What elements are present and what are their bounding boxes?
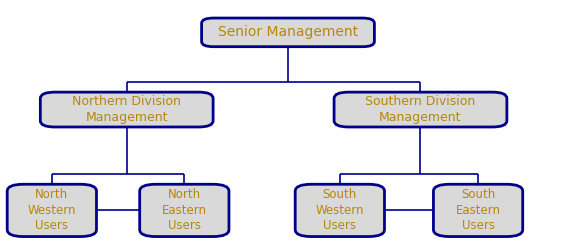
FancyBboxPatch shape bbox=[295, 184, 385, 237]
FancyBboxPatch shape bbox=[334, 92, 507, 127]
Text: South
Eastern
Users: South Eastern Users bbox=[456, 188, 501, 232]
Text: North
Eastern
Users: North Eastern Users bbox=[162, 188, 207, 232]
FancyBboxPatch shape bbox=[139, 184, 229, 237]
FancyBboxPatch shape bbox=[40, 92, 213, 127]
Text: North
Western
Users: North Western Users bbox=[28, 188, 76, 232]
Text: Senior Management: Senior Management bbox=[218, 25, 358, 39]
FancyBboxPatch shape bbox=[202, 18, 374, 47]
Text: South
Western
Users: South Western Users bbox=[316, 188, 364, 232]
Text: Northern Division
Management: Northern Division Management bbox=[72, 95, 181, 124]
FancyBboxPatch shape bbox=[7, 184, 96, 237]
Text: Southern Division
Management: Southern Division Management bbox=[365, 95, 476, 124]
FancyBboxPatch shape bbox=[433, 184, 523, 237]
